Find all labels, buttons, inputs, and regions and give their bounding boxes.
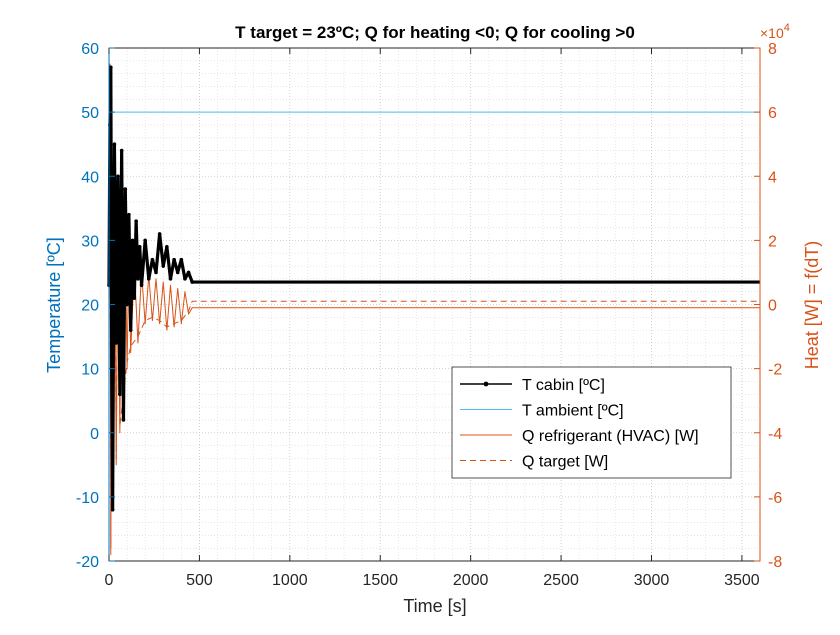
legend-label: T cabin [ºC] — [522, 377, 605, 394]
tick-labels: 0 500 1000 1500 2000 2500 3000 3500-20-10010203… — [76, 41, 782, 589]
series-point — [165, 244, 169, 249]
series-point — [118, 392, 122, 397]
y-right-tick-label: 2 — [768, 233, 777, 250]
series-point — [168, 277, 173, 281]
y-right-tick-label: -6 — [768, 490, 782, 507]
legend: T cabin [ºC] T ambient [ºC] Q refrigerant … — [451, 366, 732, 479]
x-tick-label: 3500 — [724, 572, 760, 589]
x-tick-label: 0 — [105, 572, 114, 589]
x-tick-label: 2500 — [543, 572, 579, 589]
series-point — [110, 507, 115, 512]
series-point — [190, 280, 194, 284]
y-left-tick-label: 60 — [81, 41, 99, 58]
series-point — [150, 257, 155, 262]
series-point — [121, 418, 126, 422]
y-right-tick-label: 6 — [768, 105, 777, 122]
y-left-tick-label: 20 — [81, 298, 99, 315]
y-right-tick-label: -8 — [768, 554, 782, 571]
right-axis-exponent: ×104 — [760, 22, 790, 41]
y-left-tick-label: -20 — [76, 554, 99, 571]
y-right-tick-label: -4 — [768, 426, 782, 443]
x-tick-label: 1000 — [272, 572, 308, 589]
series-point — [132, 296, 137, 300]
series-point — [179, 257, 184, 262]
legend-marker — [483, 381, 489, 387]
y-left-tick-label: 50 — [81, 105, 99, 122]
legend-label: Q refrigerant (HVAC) [W] — [522, 428, 699, 445]
series-point — [154, 270, 158, 275]
series-point — [175, 270, 180, 275]
legend-label: Q target [W] — [522, 454, 608, 471]
series-point — [112, 142, 117, 146]
y-left-tick-label: 10 — [81, 362, 99, 379]
y-right-tick-label: 4 — [768, 169, 777, 186]
y-right-tick-label: 8 — [768, 41, 777, 58]
series-point — [136, 277, 140, 281]
x-tick-label: 500 — [186, 572, 213, 589]
series-point — [127, 212, 131, 217]
right-axis-exponent-base: ×10 — [760, 25, 784, 41]
series-point — [186, 270, 191, 275]
y-left-tick-label: 30 — [81, 233, 99, 250]
right-axis-exponent-power: 4 — [784, 22, 790, 34]
legend-box — [451, 366, 732, 479]
y-right-axis-label: Heat [W] = f(dT) — [802, 241, 822, 370]
series-point — [143, 238, 147, 243]
y-right-tick-label: -2 — [768, 362, 782, 379]
x-tick-label: 1500 — [362, 572, 398, 589]
legend-label: T ambient [ºC] — [522, 403, 624, 420]
y-left-tick-label: -10 — [76, 490, 99, 507]
series-point — [157, 232, 162, 236]
series-point — [161, 264, 166, 268]
legend-entries: T cabin [ºC] T ambient [ºC] Q refrigerant … — [460, 377, 699, 471]
series-line — [107, 65, 760, 512]
series-point — [134, 219, 138, 223]
y-left-axis-label: Temperature [ºC] — [44, 237, 64, 373]
series-point — [183, 277, 187, 281]
x-tick-label: 3000 — [634, 572, 670, 589]
chart-title: T target = 23ºC; Q for heating <0; Q for… — [235, 23, 635, 42]
minor-grid — [109, 48, 760, 561]
series-point — [137, 244, 142, 249]
y-right-tick-label: 0 — [768, 298, 777, 315]
series-point — [119, 148, 124, 153]
plot-area — [108, 47, 761, 562]
series-point — [109, 65, 113, 70]
x-tick-label: 2000 — [453, 572, 489, 589]
y-left-tick-label: 0 — [90, 426, 99, 443]
series-point — [139, 283, 144, 288]
y-left-tick-label: 40 — [81, 169, 99, 186]
series-point — [128, 328, 133, 332]
series-point — [172, 257, 176, 262]
series-point — [114, 341, 119, 345]
x-axis-label: Time [s] — [403, 596, 466, 616]
series-point — [125, 302, 129, 307]
series-point — [146, 277, 151, 281]
ticks — [108, 47, 760, 562]
series-point — [116, 174, 120, 179]
series-point — [130, 238, 135, 243]
series-point — [123, 187, 128, 191]
